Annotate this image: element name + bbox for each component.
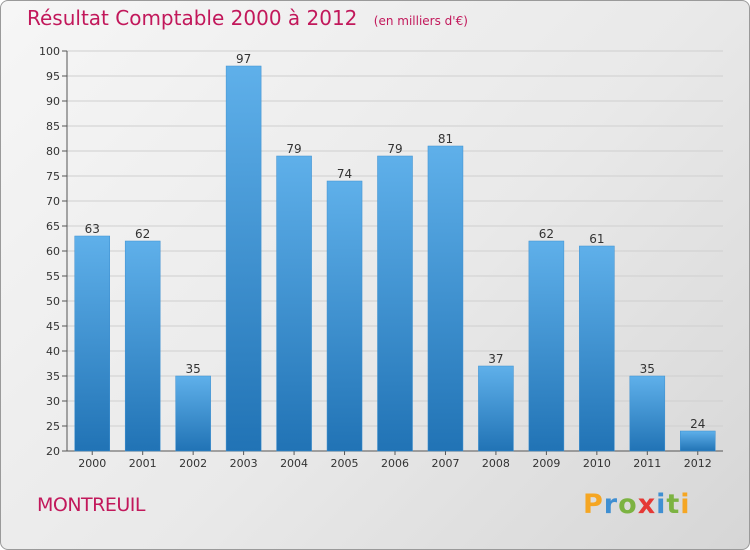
logo-letter: P: [583, 489, 604, 520]
proxiti-logo[interactable]: Proxiti: [583, 489, 691, 520]
y-tick-label: 35: [46, 370, 60, 383]
y-tick-label: 60: [46, 245, 60, 258]
chart-title: Résultat Comptable 2000 à 2012 (en milli…: [27, 6, 468, 30]
data-label-2012: 24: [690, 417, 705, 431]
y-tick-label: 65: [46, 220, 60, 233]
y-tick-label: 70: [46, 195, 60, 208]
logo-letter: i: [656, 489, 667, 520]
bar-2006[interactable]: [377, 155, 413, 452]
y-tick-label: 80: [46, 145, 60, 158]
data-label-2006: 79: [387, 142, 402, 156]
x-tick-label-2006: 2006: [381, 457, 409, 470]
x-tick-label-2001: 2001: [129, 457, 157, 470]
y-tick-label: 25: [46, 420, 60, 433]
bar-2007[interactable]: [427, 145, 464, 452]
chart-subtitle: (en milliers d'€): [373, 14, 468, 28]
x-tick-label-2002: 2002: [179, 457, 207, 470]
bar-2011[interactable]: [629, 375, 666, 452]
x-tick-label-2010: 2010: [583, 457, 611, 470]
x-tick-label-2012: 2012: [684, 457, 712, 470]
title-text: Résultat Comptable 2000 à 2012: [27, 6, 358, 30]
bar-2009[interactable]: [528, 240, 565, 452]
labels: 20 25 30 35 40 45 50 55 60 65 70 75 80 85 90 95 100 63 200…: [39, 45, 712, 470]
y-tick-label: 50: [46, 295, 60, 308]
bars: [74, 65, 716, 452]
y-tick-label: 75: [46, 170, 60, 183]
y-tick-label: 95: [46, 70, 60, 83]
logo-letter: i: [680, 489, 691, 520]
data-label-2001: 62: [135, 227, 150, 241]
data-label-2010: 61: [589, 232, 604, 246]
y-tick-label: 45: [46, 320, 60, 333]
data-label-2000: 63: [85, 222, 100, 236]
bar-2012[interactable]: [680, 430, 716, 452]
data-label-2008: 37: [488, 352, 503, 366]
bar-2001[interactable]: [124, 240, 161, 452]
y-tick-label: 30: [46, 395, 60, 408]
data-label-2004: 79: [286, 142, 301, 156]
bar-2010[interactable]: [579, 245, 615, 452]
y-tick-label: 40: [46, 345, 60, 358]
data-label-2007: 81: [438, 132, 453, 146]
x-tick-label-2003: 2003: [230, 457, 258, 470]
logo-letter: r: [603, 489, 619, 520]
y-tick-label: 90: [46, 95, 60, 108]
x-tick-label-2011: 2011: [633, 457, 661, 470]
data-label-2011: 35: [640, 362, 655, 376]
y-tick-label: 85: [46, 120, 60, 133]
x-tick-label-2008: 2008: [482, 457, 510, 470]
y-tick-label: 55: [46, 270, 60, 283]
data-label-2002: 35: [186, 362, 201, 376]
x-tick-label-2005: 2005: [331, 457, 359, 470]
data-label-2005: 74: [337, 167, 352, 181]
bar-2003[interactable]: [225, 65, 262, 452]
bar-2000[interactable]: [74, 235, 110, 452]
logo-letter: t: [666, 489, 681, 520]
data-label-2003: 97: [236, 52, 251, 66]
x-tick-label-2000: 2000: [78, 457, 106, 470]
bar-2005[interactable]: [326, 180, 363, 452]
city-name: MONTREUIL: [37, 494, 145, 516]
y-tick-label: 20: [46, 445, 60, 458]
data-label-2009: 62: [539, 227, 554, 241]
x-tick-label-2009: 2009: [532, 457, 560, 470]
bar-2004[interactable]: [276, 155, 312, 452]
x-tick-label-2007: 2007: [431, 457, 459, 470]
x-tick-label-2004: 2004: [280, 457, 308, 470]
y-tick-label: 100: [39, 45, 60, 58]
bar-2002[interactable]: [175, 375, 211, 452]
bar-2008[interactable]: [478, 365, 514, 452]
logo-letter: o: [618, 489, 638, 520]
logo-letter: x: [637, 489, 657, 520]
